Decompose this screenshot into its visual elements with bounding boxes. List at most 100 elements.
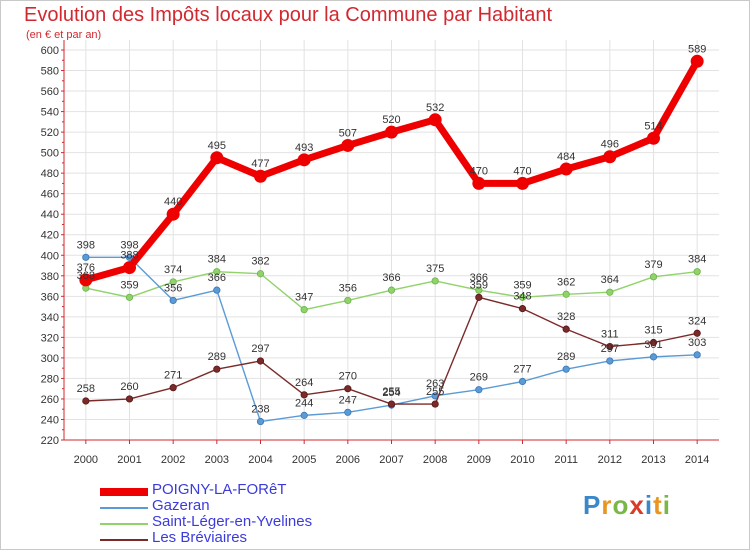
data-label: 324 [688,315,706,327]
data-point [562,325,570,333]
x-tick-label: 2000 [74,454,98,466]
data-point [472,176,486,190]
y-tick-label: 560 [41,86,59,98]
data-label: 297 [251,343,269,355]
y-tick-label: 440 [41,209,59,221]
data-point [169,384,177,392]
data-label: 362 [557,276,575,288]
axes-layer: 220 240 260 280 300 320 340 360 380 400 420 440 460 4… [41,40,719,466]
x-tick-label: 2005 [292,454,316,466]
data-label: 289 [208,351,226,363]
data-point [210,151,224,165]
data-point [344,385,352,393]
y-tick-label: 240 [41,414,59,426]
data-label: 303 [688,337,706,349]
data-label: 269 [470,372,488,384]
data-label: 496 [601,139,619,151]
data-label: 470 [470,165,488,177]
data-point [385,125,398,139]
data-point [649,338,658,347]
data-point [606,343,614,351]
data-label: 328 [557,311,575,323]
data-point [344,296,352,305]
data-label: 244 [295,397,313,409]
data-label: 398 [120,239,138,251]
data-label: 277 [513,364,531,376]
x-tick-label: 2006 [336,454,360,466]
data-label: 356 [339,282,357,294]
data-label: 376 [77,262,95,274]
x-tick-label: 2003 [205,454,229,466]
data-label: 379 [644,259,662,271]
y-tick-label: 300 [41,353,59,365]
data-point [387,400,396,408]
x-tick-label: 2010 [510,454,534,466]
data-label: 366 [470,272,488,284]
data-label: 301 [644,339,662,351]
chart-subtitle: (en € et par an) [26,29,102,41]
data-label: 270 [339,371,357,383]
data-label: 359 [120,279,138,291]
data-label: 311 [601,329,619,341]
y-tick-label: 420 [41,230,59,242]
data-label: 368 [77,270,95,282]
y-tick-label: 320 [41,332,59,344]
data-point [256,270,265,278]
data-point [125,395,134,403]
y-tick-label: 580 [41,66,59,78]
x-tick-label: 2004 [248,454,272,466]
data-label: 532 [426,102,444,114]
data-label: 374 [164,264,182,276]
data-point [344,408,352,416]
data-label: 507 [339,127,357,139]
y-tick-label: 340 [41,312,59,324]
data-point [431,277,439,285]
data-label: 359 [470,279,488,291]
data-label: 384 [688,254,706,266]
data-point [518,293,527,301]
data-label: 388 [120,250,138,262]
data-label: 398 [77,239,95,251]
data-label: 263 [426,378,444,390]
data-label: 382 [251,256,269,268]
data-point [693,268,701,276]
legend-label: POIGNY-LA-FORêT [152,481,287,498]
data-point [254,169,267,183]
logo-letter: i [662,490,671,520]
data-label: 366 [382,272,400,284]
x-tick-label: 2001 [117,454,141,466]
legend-swatch [100,523,148,525]
data-point [82,397,90,405]
data-point [428,113,442,127]
x-tick-label: 2008 [423,454,447,466]
data-label: 495 [208,140,226,152]
logo-letter: i [644,490,654,520]
data-label: 514 [644,120,662,132]
data-label: 356 [164,282,182,294]
data-point [518,377,527,386]
data-point [300,411,308,419]
data-point [606,288,614,296]
y-tick-label: 460 [41,189,59,201]
legend-label: Saint-Léger-en-Yvelines [152,513,313,530]
data-label: 440 [164,196,182,208]
data-point [300,391,308,399]
data-point [693,351,701,359]
data-point [387,286,396,294]
data-label: 315 [644,325,662,337]
data-point [79,273,93,287]
logo-letter: r [601,490,613,520]
x-tick-label: 2002 [161,454,185,466]
data-point [213,268,221,276]
legend-swatch [100,488,148,496]
x-tick-label: 2012 [598,454,622,466]
logo-letter: t [653,490,663,520]
data-label: 260 [120,381,138,393]
grid-layer [64,40,719,441]
data-label: 384 [208,254,226,266]
data-label: 348 [513,291,531,303]
data-label: 366 [208,272,226,284]
data-label: 359 [513,279,531,291]
data-point [690,54,704,68]
